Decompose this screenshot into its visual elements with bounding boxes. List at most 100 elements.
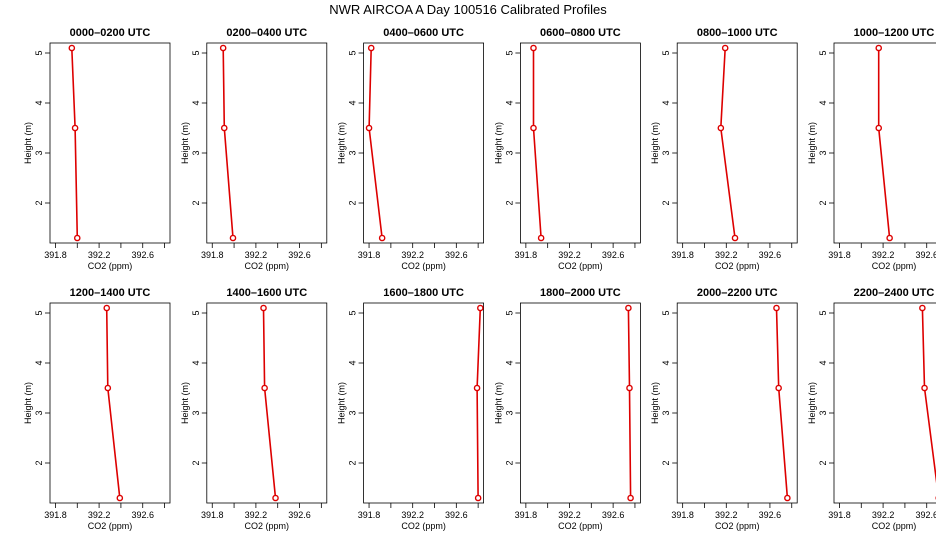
y-tick-label: 2 [348,460,358,465]
x-axis-label: CO2 (ppm) [558,261,603,271]
y-tick-label: 5 [661,310,671,315]
profile-point [378,234,386,242]
panel-title: 2000–2200 UTC [697,287,778,299]
plot-frame [206,302,328,504]
panel-title: 1000–1200 UTC [854,27,935,39]
x-axis-label: CO2 (ppm) [558,521,603,531]
x-tick-label: 392.2 [558,250,581,260]
y-axis-label: Height (m) [23,382,33,424]
y-tick-label: 2 [34,460,44,465]
y-tick-label: 4 [818,360,828,365]
plot-frame [520,42,641,244]
x-tick-label: 392.6 [602,510,625,520]
y-tick-label: 4 [348,100,358,105]
profile-line [476,307,482,499]
x-tick-label: 392.2 [401,250,424,260]
y-axis-label: Height (m) [493,382,503,424]
x-tick-label: 392.2 [245,510,268,520]
x-axis-label: CO2 (ppm) [715,261,760,271]
panel-title: 0600–0800 UTC [540,27,621,39]
x-tick-label: 391.8 [44,250,67,260]
x-tick-label: 392.6 [445,250,468,260]
x-tick-label: 391.8 [828,510,851,520]
profile-point [219,44,227,52]
profile-point [473,384,481,392]
x-tick-label: 392.2 [872,510,895,520]
x-tick-label: 391.8 [515,510,538,520]
plot-frame [520,302,641,504]
panel-title: 2200–2400 UTC [854,287,935,299]
y-axis-label: Height (m) [180,382,190,424]
y-tick-label: 3 [818,410,828,415]
y-tick-label: 5 [348,50,358,55]
y-axis-label: Height (m) [807,122,817,164]
x-tick-label: 392.6 [759,250,782,260]
x-tick-label: 391.8 [671,250,694,260]
profile-point [116,494,124,502]
profile-line [775,307,789,499]
y-tick-label: 4 [818,100,828,105]
x-tick-label: 391.8 [44,510,67,520]
y-axis-label: Height (m) [650,382,660,424]
y-tick-label: 2 [34,200,44,205]
y-axis-label: Height (m) [337,382,347,424]
y-tick-label: 3 [661,150,671,155]
panel-title: 1400–1600 UTC [226,287,307,299]
y-tick-label: 4 [504,360,514,365]
x-tick-label: 392.6 [915,250,936,260]
y-tick-label: 5 [191,50,201,55]
profile-point [530,44,537,52]
profile-point [71,124,79,132]
profile-line [262,307,277,499]
plot-frame [49,302,171,504]
x-axis-label: CO2 (ppm) [88,521,133,531]
x-tick-label: 392.2 [715,510,738,520]
profile-line [719,47,736,239]
profile-point [625,304,632,312]
y-tick-label: 3 [504,150,514,155]
profile-point [365,124,373,132]
profile-point [721,44,729,52]
y-tick-label: 3 [348,150,358,155]
x-tick-label: 392.6 [288,510,311,520]
profile-point [229,234,237,242]
profile-point [220,124,228,132]
y-tick-label: 4 [191,100,201,105]
profile-point [921,384,928,392]
x-tick-label: 392.2 [715,250,738,260]
y-tick-label: 5 [504,50,514,55]
x-tick-label: 392.6 [288,250,311,260]
y-tick-label: 5 [348,310,358,315]
profile-line [532,48,542,239]
x-tick-label: 392.6 [915,510,936,520]
x-axis-label: CO2 (ppm) [245,261,290,271]
plot-frame [363,302,485,504]
x-tick-label: 392.2 [245,250,268,260]
panel-title: 1600–1800 UTC [383,287,464,299]
profile-line [877,48,891,239]
x-tick-label: 392.2 [88,510,111,520]
profile-point [103,304,111,312]
profile-point [919,304,926,312]
profile-line [105,307,121,499]
panel-title: 1800–2000 UTC [540,287,621,299]
y-tick-label: 5 [34,50,44,55]
y-tick-label: 2 [661,460,671,465]
x-tick-label: 392.2 [872,250,895,260]
y-axis-label: Height (m) [337,122,347,164]
profile-point [367,44,375,52]
y-tick-label: 4 [34,360,44,365]
profile-point [261,384,268,392]
y-tick-label: 5 [661,50,671,55]
x-tick-label: 391.8 [828,250,851,260]
profile-point [773,304,780,312]
profile-point [886,234,893,242]
profile-line [71,47,79,239]
y-tick-label: 2 [191,460,201,465]
y-tick-label: 4 [348,360,358,365]
